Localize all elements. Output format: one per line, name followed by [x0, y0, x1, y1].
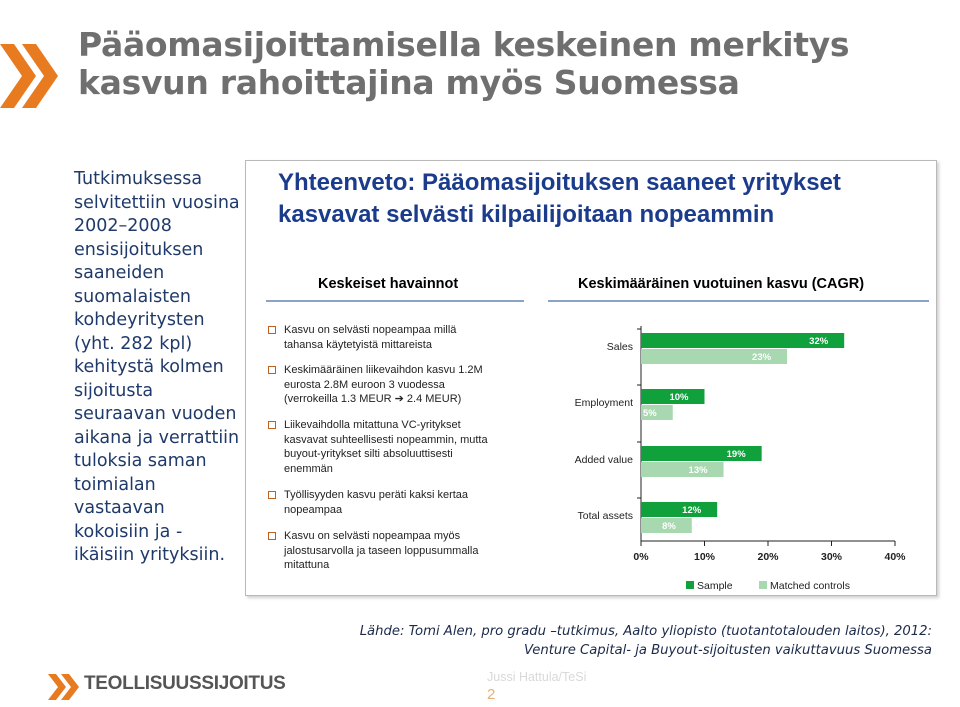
x-tick-label: 10%	[694, 551, 716, 563]
finding-text-line: eurosta 2.8M euroon 3 vuodessa	[284, 378, 445, 391]
footer-author: Jussi Hattula/TeSi	[487, 670, 587, 684]
panel-title-line: Yhteenveto: Pääomasijoituksen saaneet yr…	[278, 169, 841, 196]
cagr-bar-chart: 0% 10% 20% 30% 40% Sales 32% 23% Employment 10% 5%…	[575, 326, 906, 592]
legend-swatch	[759, 581, 767, 589]
finding-text-line: enemmän	[284, 462, 333, 475]
finding-text-line: Keskimääräinen liikevaihdon kasvu 1.2M	[284, 364, 483, 376]
bullet-square-icon	[268, 421, 276, 429]
bar-value-label: 10%	[669, 392, 689, 403]
intro-line: toimialan	[74, 474, 156, 495]
intro-text: Tutkimuksessa selvitettiin vuosina 2002–20…	[74, 168, 249, 568]
bar-value-label: 12%	[682, 505, 702, 516]
chart-heading-rule	[548, 300, 929, 302]
finding-text-line: tahansa käytetyistä mittareista	[284, 338, 432, 351]
findings-heading-rule	[266, 300, 524, 302]
legend-label: Sample	[697, 580, 733, 592]
intro-line: vastaavan	[74, 498, 165, 518]
slide-title-line: kasvun rahoittajina myös Suomessa	[78, 63, 740, 102]
chevron-logo-icon	[0, 44, 58, 108]
bar-value-label: 19%	[727, 449, 747, 460]
x-tick-label: 30%	[821, 551, 843, 563]
intro-line: kehitystä kolmen	[74, 357, 224, 377]
category-label: Employment	[575, 397, 633, 409]
bar-sample	[641, 502, 718, 517]
findings-heading: Keskeiset havainnot	[318, 276, 459, 292]
finding-text-line: Työllisyyden kasvu peräti kaksi kertaa	[284, 489, 469, 501]
finding-text-line: nopeampaa	[284, 503, 343, 516]
finding-text-line: Kasvu on selvästi nopeampaa myös	[284, 530, 461, 542]
finding-text: Keskimääräinen liikevaihdon kasvu 1.2M eu…	[284, 363, 529, 407]
chart-heading: Keskimääräinen vuotuinen kasvu (CAGR)	[578, 276, 865, 292]
intro-line: (yht. 282 kpl)	[74, 333, 193, 354]
slide-title: Pääomasijoittamisella keskeinen merkitys…	[78, 26, 948, 102]
x-tick-label: 40%	[884, 551, 906, 563]
bar-value-label: 13%	[689, 465, 709, 476]
summary-panel: Yhteenveto: Pääomasijoituksen saaneet yr…	[245, 160, 937, 596]
bar-matched-controls	[641, 349, 788, 364]
bar-matched-controls	[641, 405, 673, 420]
finding-text-line: Kasvu on selvästi nopeampaa millä	[284, 324, 457, 336]
finding-text-line: buyout-yritykset silti absoluuttisesti	[284, 448, 453, 460]
footer-chevron-icon	[48, 674, 79, 700]
category-label: Sales	[607, 341, 633, 353]
x-tick-label: 0%	[633, 551, 649, 563]
category-label: Added value	[575, 454, 634, 466]
page-number: 2	[487, 686, 496, 703]
slide-title-line: Pääomasijoittamisella keskeinen merkitys	[78, 25, 850, 64]
finding-text: Työllisyyden kasvu peräti kaksi kertaa no…	[284, 488, 529, 517]
bullet-square-icon	[268, 532, 276, 540]
x-tick-label: 20%	[757, 551, 779, 563]
finding-text-line: (verrokeilla 1.3 MEUR ➔ 2.4 MEUR)	[284, 393, 462, 405]
intro-line: ikäisiin yrityksiin.	[74, 545, 226, 565]
source-line: Lähde: Tomi Alen, pro gradu –tutkimus, A…	[359, 624, 932, 639]
legend-swatch	[686, 581, 694, 589]
footer-logo-text: TEOLLISUUSSIJOITUS	[84, 673, 286, 694]
bar-value-label: 32%	[809, 336, 829, 347]
bar-matched-controls	[641, 518, 692, 533]
category-label: Total assets	[578, 510, 633, 522]
bar-sample	[641, 333, 845, 348]
legend-label: Matched controls	[770, 580, 850, 592]
source-line: Venture Capital- ja Buyout-sijoitusten v…	[524, 643, 932, 658]
panel-title: Yhteenveto: Pääomasijoituksen saaneet yr…	[278, 167, 928, 231]
bar-sample	[641, 389, 705, 404]
intro-line: selvitettiin vuosina	[74, 192, 240, 213]
bullet-square-icon	[268, 491, 276, 499]
bar-sample	[641, 446, 762, 461]
panel-title-line: kasvavat selvästi kilpailijoitaan nopeam…	[278, 201, 775, 228]
intro-line: seuraavan vuoden	[74, 404, 237, 424]
finding-text-line: mitattuna	[284, 559, 330, 571]
intro-line: tuloksia saman	[74, 451, 207, 471]
intro-line: sijoitusta	[74, 380, 154, 401]
intro-line: kokoisiin ja -	[74, 521, 183, 542]
bullet-square-icon	[268, 366, 276, 374]
intro-line: Tutkimuksessa	[74, 169, 203, 189]
bar-value-label: 23%	[752, 352, 772, 363]
intro-line: saaneiden	[74, 263, 165, 283]
intro-line: kohdeyritysten	[74, 310, 205, 330]
finding-text: Kasvu on selvästi nopeampaa myös jalostus…	[284, 529, 529, 573]
finding-text-line: jalostusarvolla ja taseen loppusummalla	[284, 544, 479, 557]
source-note: Lähde: Tomi Alen, pro gradu –tutkimus, A…	[360, 622, 932, 660]
intro-line: 2002–2008	[74, 216, 172, 236]
finding-text-line: kasvavat suhteellisesti nopeammin, mutta	[284, 433, 488, 446]
finding-text: Kasvu on selvästi nopeampaa millä tahansa…	[284, 323, 529, 352]
finding-text-line: Liikevaihdolla mitattuna VC-yritykset	[284, 419, 461, 431]
intro-line: suomalaisten	[74, 286, 191, 307]
finding-text: Liikevaihdolla mitattuna VC-yritykset kas…	[284, 418, 529, 476]
bar-value-label: 8%	[662, 521, 676, 532]
intro-line: ensisijoituksen	[74, 239, 204, 260]
bullet-square-icon	[268, 326, 276, 334]
intro-line: aikana ja verrattiin	[74, 427, 240, 448]
bar-matched-controls	[641, 462, 724, 477]
bar-value-label: 5%	[643, 408, 657, 419]
